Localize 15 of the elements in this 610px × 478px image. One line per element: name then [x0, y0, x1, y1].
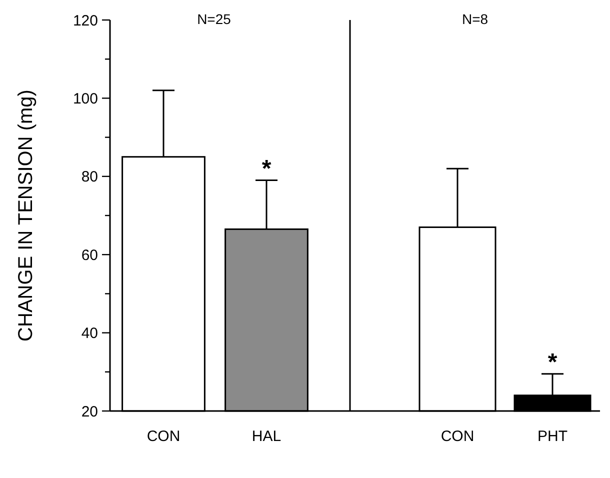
annotation: N=8 [462, 11, 488, 27]
x-tick-label: PHT [538, 428, 568, 445]
y-tick-label: 60 [81, 246, 98, 264]
annotation: N=25 [197, 11, 232, 27]
x-tick-label: CON [146, 428, 180, 445]
y-tick-label: 20 [81, 403, 98, 420]
y-tick-label: 80 [81, 168, 98, 186]
y-tick-label: 100 [72, 90, 98, 108]
y-tick-label: 120 [72, 12, 98, 30]
x-tick-label: HAL [252, 428, 282, 445]
y-axis-title: CHANGE IN TENSION (mg) [15, 90, 37, 342]
x-tick-label: CON [440, 428, 474, 445]
annotation: * [262, 155, 272, 182]
annotation: * [548, 348, 558, 376]
y-tick-label: 40 [81, 325, 98, 342]
